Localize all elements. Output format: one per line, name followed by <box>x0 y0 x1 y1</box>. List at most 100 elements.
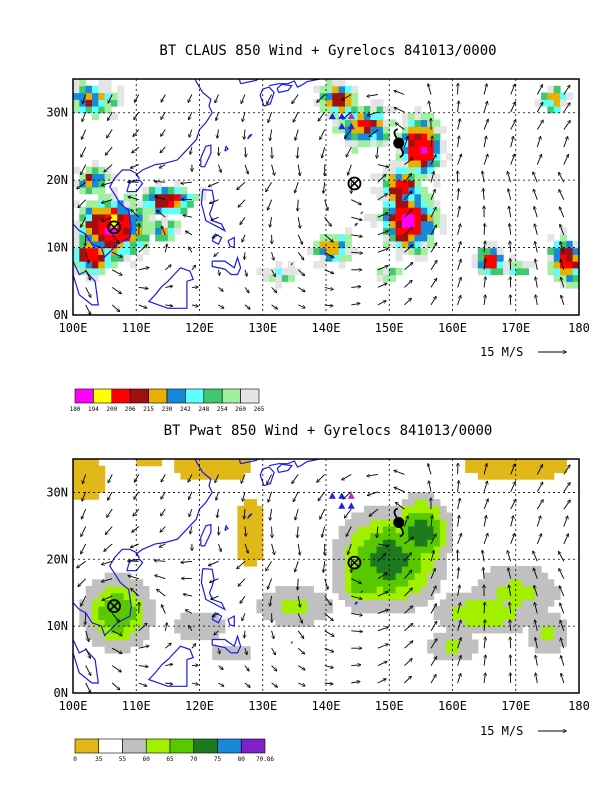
field-cell <box>408 207 416 215</box>
wind-vector <box>563 85 570 95</box>
field-cell <box>79 619 87 627</box>
field-cell <box>427 559 435 567</box>
field-cell <box>414 247 422 255</box>
field-cell <box>509 612 517 621</box>
field-cell <box>167 234 175 242</box>
field-cell <box>338 261 346 269</box>
field-cell <box>351 572 359 580</box>
field-cell <box>420 592 428 600</box>
wind-vector <box>78 199 87 208</box>
field-cell <box>509 592 517 600</box>
field-cell <box>332 586 340 594</box>
field-cell <box>338 99 346 107</box>
wind-vector <box>404 174 411 183</box>
field-cell <box>193 612 201 621</box>
field-cell <box>344 525 352 534</box>
field-cell <box>123 646 131 654</box>
x-tick-label: 180 <box>568 699 590 713</box>
colorbar-swatch <box>185 388 205 404</box>
field-cell <box>496 247 504 255</box>
wind-vector <box>457 154 462 165</box>
field-cell <box>136 234 144 242</box>
wind-vector <box>404 606 412 614</box>
field-cell <box>370 586 378 594</box>
field-cell <box>401 146 409 154</box>
field-cell <box>79 240 87 249</box>
field-cell <box>389 559 397 567</box>
field-cell <box>180 207 188 215</box>
wind-vector <box>191 644 196 649</box>
field-cell <box>414 159 422 168</box>
wind-vector <box>297 234 302 244</box>
wind-vector <box>430 297 436 306</box>
track-triangle-marker <box>328 492 336 499</box>
field-cell <box>142 626 150 634</box>
field-cell <box>370 525 378 534</box>
field-cell <box>376 519 384 527</box>
field-cell <box>98 180 106 188</box>
wind-vector <box>297 287 305 291</box>
field-cell <box>357 592 365 600</box>
field-cell <box>319 254 327 262</box>
field-cell <box>553 274 561 282</box>
field-cell <box>79 254 87 262</box>
field-cell <box>319 99 327 107</box>
wind-vector <box>458 136 460 148</box>
field-cell <box>382 519 390 527</box>
field-cell <box>104 579 112 587</box>
wind-vector <box>351 216 362 220</box>
field-cell <box>73 166 80 174</box>
field-cell <box>218 646 226 654</box>
field-cell <box>541 572 548 580</box>
field-cell <box>503 606 511 614</box>
field-cell <box>148 599 156 607</box>
wind-vector <box>429 101 432 113</box>
wind-vector <box>214 630 219 635</box>
field-cell <box>490 240 498 249</box>
field-cell <box>414 512 422 520</box>
field-cell <box>363 505 371 514</box>
field-cell <box>332 79 340 87</box>
field-cell <box>408 579 416 587</box>
field-cell <box>547 592 555 600</box>
field-cell <box>420 492 428 500</box>
wind-vector <box>138 623 147 632</box>
field-cell <box>427 586 435 594</box>
field-cell <box>288 586 295 594</box>
field-cell <box>110 92 118 100</box>
field-cell <box>91 612 99 621</box>
field-cell <box>414 112 422 121</box>
wind-vector <box>430 657 437 666</box>
wind-vector <box>510 120 516 130</box>
field-cell <box>129 240 137 249</box>
field-cell <box>408 552 416 560</box>
field-cell <box>446 153 454 161</box>
field-cell <box>186 619 194 627</box>
field-cell <box>572 240 579 249</box>
field-cell <box>414 220 422 228</box>
coastline-segment <box>290 641 294 644</box>
field-cell <box>553 105 561 114</box>
field-cell <box>496 579 504 587</box>
field-cell <box>288 274 295 282</box>
field-cell <box>477 247 485 255</box>
field-cell <box>515 465 523 473</box>
field-cell <box>541 606 548 614</box>
wind-vector <box>266 561 272 570</box>
wind-vector <box>297 147 298 158</box>
wind-vector <box>189 247 193 253</box>
field-cell <box>370 579 378 587</box>
field-cell <box>376 525 384 534</box>
wind-vector <box>535 620 538 631</box>
wind-vector <box>458 101 459 113</box>
field-cell <box>110 261 118 269</box>
field-cell <box>541 639 548 647</box>
field-cell <box>98 254 106 262</box>
field-cell <box>98 247 106 255</box>
field-cell <box>344 240 352 249</box>
field-cell <box>91 99 99 107</box>
field-cell <box>123 234 131 242</box>
field-cell <box>496 572 504 580</box>
field-cell <box>180 459 188 467</box>
wind-vector <box>218 164 222 173</box>
